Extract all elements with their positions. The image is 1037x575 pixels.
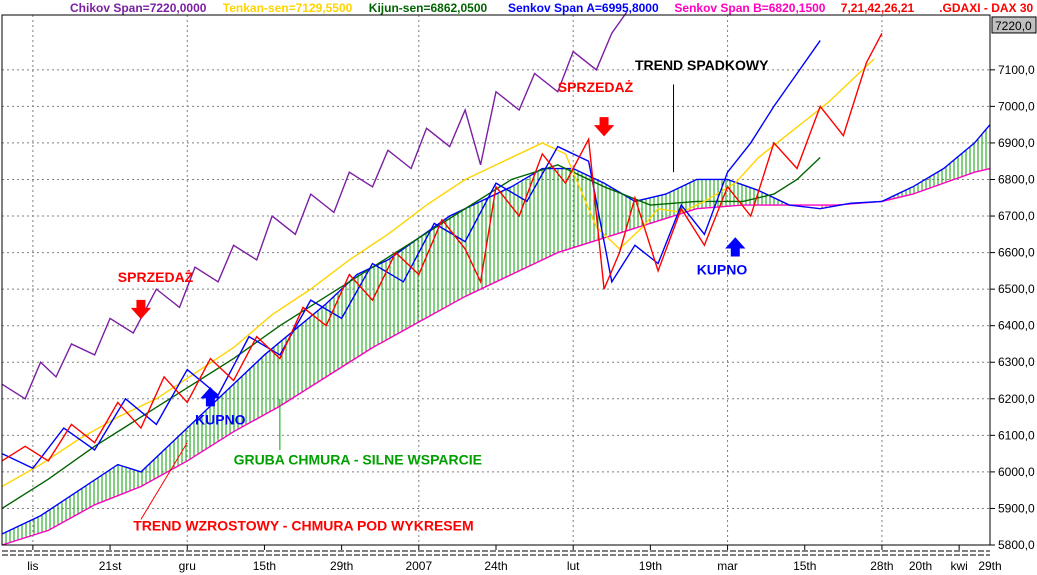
xtick-label: 19th (639, 559, 662, 573)
annotation-kupno1: KUPNO (195, 411, 246, 427)
legend-item: Tenkan-sen=7129,5500 (223, 1, 353, 15)
xtick-label: kwi (950, 559, 967, 573)
xtick-label: 28th (870, 559, 893, 573)
last-price-label: 7220,0 (995, 19, 1032, 33)
legend-item: Kijun-sen=6862,0500 (369, 1, 488, 15)
xtick-label: 21st (99, 559, 122, 573)
ytick-label: 6000,0 (998, 465, 1035, 479)
ytick-label: 5900,0 (998, 501, 1035, 515)
ytick-label: 7100,0 (998, 63, 1035, 77)
ytick-label: 6600,0 (998, 246, 1035, 260)
annotation-kupno2: KUPNO (697, 262, 748, 278)
annotation-trends: TREND SPADKOWY (635, 57, 769, 73)
xtick-label: lut (567, 559, 580, 573)
xtick-label: 15th (253, 559, 276, 573)
xtick-label: 29th (978, 559, 1001, 573)
ytick-label: 6100,0 (998, 428, 1035, 442)
legend-item: .GDAXI - DAX 30 cash, EUR C=7220,0 (939, 1, 1037, 15)
xtick-label: mar (717, 559, 738, 573)
ytick-label: 6800,0 (998, 172, 1035, 186)
legend-item: 7,21,42,26,21 (841, 1, 915, 15)
annotation-sprzedaz2: SPRZEDAŻ (558, 79, 634, 95)
annotation-sprzedaz1: SPRZEDAŻ (118, 269, 194, 285)
ytick-label: 6300,0 (998, 355, 1035, 369)
ytick-label: 6200,0 (998, 392, 1035, 406)
xtick-label: gru (179, 559, 196, 573)
ytick-label: 6500,0 (998, 282, 1035, 296)
legend-item: Chikov Span=7220,0000 (70, 1, 207, 15)
legend-item: Senkov Span B=6820,1500 (674, 1, 825, 15)
ytick-label: 6700,0 (998, 209, 1035, 223)
xtick-label: 24th (484, 559, 507, 573)
legend-item: Senkov Span A=6995,8000 (508, 1, 659, 15)
xtick-label: 29th (330, 559, 353, 573)
ytick-label: 6900,0 (998, 136, 1035, 150)
ytick-label: 5800,0 (998, 538, 1035, 552)
xtick-label: lis (27, 559, 38, 573)
ytick-label: 7000,0 (998, 99, 1035, 113)
xtick-label: 15th (793, 559, 816, 573)
ytick-label: 6400,0 (998, 319, 1035, 333)
ichimoku-chart: 5800,0 5900,0 6000,0 6100,0 6200,0 6300,0 6400… (0, 0, 1037, 575)
annotation-trendw: TREND WZROSTOWY - CHMURA POD WYKRESEM (133, 517, 473, 533)
xtick-label: 2007 (405, 559, 432, 573)
annotation-chmura: GRUBA CHMURA - SILNE WSPARCIE (234, 452, 482, 468)
xtick-label: 20th (909, 559, 932, 573)
